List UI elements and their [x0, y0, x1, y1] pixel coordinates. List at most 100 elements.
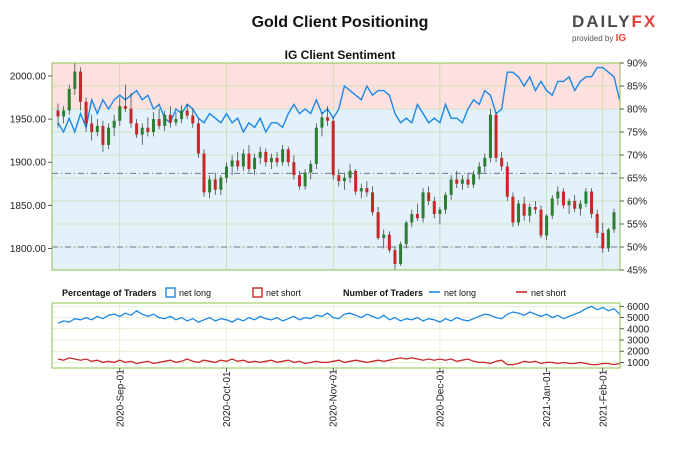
candle-body: [477, 166, 481, 175]
x-tick-label: 2020-Sep-01: [115, 369, 126, 427]
candle-body: [191, 115, 195, 124]
x-tick-label: 2021-Jan-01: [542, 370, 553, 427]
candle-body: [146, 127, 150, 132]
candle-body: [393, 250, 397, 264]
candle-body: [494, 114, 498, 158]
right-tick-label: 85%: [627, 82, 647, 93]
candle-body: [140, 127, 144, 135]
candle-body: [432, 201, 436, 214]
ig-brand: IG: [615, 33, 627, 44]
x-tick-label: 2020-Nov-01: [329, 369, 340, 427]
candle-body: [107, 127, 111, 145]
candle-body: [376, 212, 380, 239]
candle-body: [567, 201, 571, 206]
candle-body: [202, 153, 206, 193]
candle-body: [578, 203, 582, 209]
lower-tick-label: 2000: [627, 347, 650, 358]
candle-body: [371, 192, 375, 213]
num-long-line: [57, 305, 621, 324]
candle-body: [185, 110, 189, 116]
x-tick-label: 2020-Oct-01: [222, 371, 233, 427]
candle-body: [460, 179, 464, 184]
legend-num-short: net short: [531, 288, 567, 298]
candle-body: [247, 153, 251, 170]
pct-long-line: [57, 66, 621, 135]
candle-body: [309, 163, 313, 173]
candle-body: [129, 108, 133, 124]
candle-body: [517, 203, 521, 223]
left-tick-label: 1950.00: [10, 115, 47, 126]
dailyfx-logo: DAILYFX provided by IG: [572, 12, 672, 48]
right-axis-ticks: 45% 50% 55% 60% 65% 70% 75% 80% 85% 90%: [620, 59, 647, 277]
candle-body: [410, 213, 414, 223]
candle-body: [528, 207, 532, 216]
main-plot-frame: [51, 62, 621, 271]
candle-body: [556, 191, 560, 199]
candle-body: [253, 157, 257, 170]
candle-body: [590, 191, 594, 214]
right-tick-label: 45%: [627, 266, 647, 277]
lower-tick-label: 1000: [627, 358, 650, 369]
candle-body: [78, 71, 82, 102]
left-tick-label: 2000.00: [10, 71, 47, 82]
right-tick-label: 70%: [627, 151, 647, 162]
candle-body: [466, 179, 470, 185]
candle-body: [601, 232, 605, 249]
candle-body: [101, 125, 105, 145]
candle-body: [112, 120, 116, 128]
logo-text-a: DAILY: [572, 12, 632, 31]
left-tick-label: 1900.00: [10, 158, 47, 169]
right-tick-label: 90%: [627, 59, 647, 70]
right-tick-label: 65%: [627, 174, 647, 185]
left-axis-ticks: 1800.00 1850.00 1900.00 1950.00 2000.00: [10, 71, 52, 255]
candle-body: [135, 123, 139, 135]
candle-body: [258, 151, 262, 158]
candle-body: [73, 71, 77, 89]
left-tick-label: 1800.00: [10, 244, 47, 255]
lower-tick-label: 6000: [627, 302, 650, 313]
candle-body: [348, 170, 352, 178]
candle-body: [342, 177, 346, 182]
candle-body: [163, 114, 167, 126]
candle-body: [354, 170, 358, 192]
chart-title: Gold Client Positioning: [251, 14, 429, 31]
net-long-zone: [52, 109, 620, 270]
right-tick-label: 60%: [627, 197, 647, 208]
legend-pct-long: net long: [179, 288, 211, 298]
logo-text-b: FX: [631, 12, 658, 31]
candle-body: [269, 157, 273, 163]
right-tick-label: 55%: [627, 220, 647, 231]
candle-body: [612, 212, 616, 230]
candle-body: [90, 123, 94, 132]
candle-body: [168, 114, 172, 123]
candle-body: [157, 119, 161, 126]
candle-body: [488, 114, 492, 158]
candle-body: [123, 106, 127, 109]
candle-body: [427, 192, 431, 201]
candle-body: [449, 179, 453, 195]
candle-body: [539, 209, 543, 236]
candle-body: [455, 179, 459, 184]
legend: Percentage of Traders net long net short…: [62, 287, 567, 298]
legend-num-long: net long: [444, 288, 476, 298]
candle-body: [219, 177, 223, 190]
candle-body: [573, 201, 577, 209]
legend-pct-title: Percentage of Traders: [62, 288, 157, 298]
candle-body: [67, 88, 71, 111]
candle-body: [399, 244, 403, 264]
candle-body: [595, 213, 599, 233]
candle-body: [472, 174, 476, 185]
candle-body: [561, 191, 565, 206]
reference-lines: [52, 172, 620, 248]
candle-body: [118, 106, 122, 121]
candle-body: [483, 157, 487, 167]
candle-body: [84, 101, 88, 124]
candle-body: [303, 172, 307, 187]
left-tick-label: 1850.00: [10, 201, 47, 212]
lower-tick-label: 4000: [627, 324, 650, 335]
candle-body: [511, 196, 515, 223]
legend-pct-short: net short: [266, 288, 302, 298]
candle-body: [320, 117, 324, 128]
candle-body: [522, 203, 526, 216]
